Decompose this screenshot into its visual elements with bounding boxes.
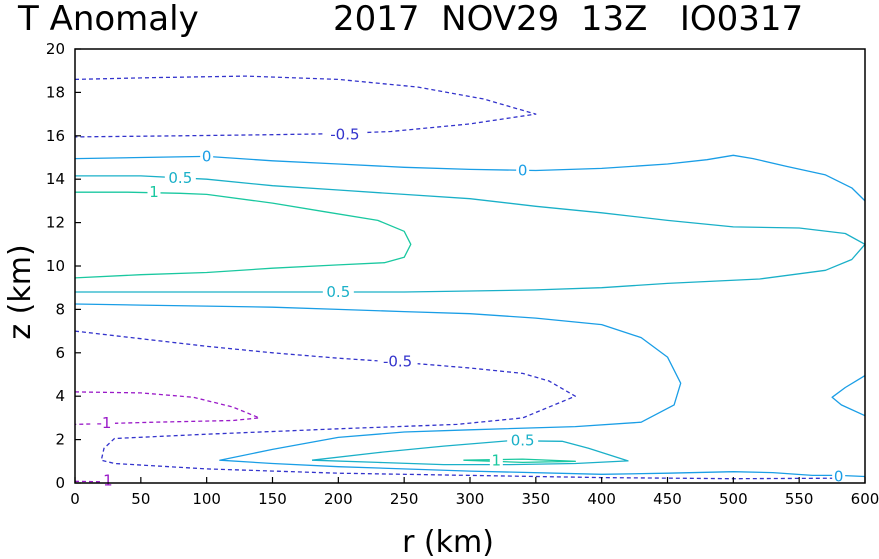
y-tick-label: 6 — [55, 344, 65, 362]
contour-label-bg — [516, 162, 530, 179]
x-tick-label: 450 — [653, 490, 682, 508]
contour-line-2 — [75, 175, 866, 293]
y-axis-ticks: 0 2 4 6 8 10 12 14 16 18 20 — [46, 40, 81, 492]
contour-label: 1 — [103, 471, 113, 489]
contour-line-9 — [74, 391, 260, 426]
x-tick-label: 300 — [456, 490, 485, 508]
contour-line-0 — [74, 75, 537, 138]
contour-label: -0.5 — [330, 126, 359, 144]
x-tick-label: 500 — [719, 490, 748, 508]
contour-label-bg — [322, 284, 354, 301]
contour-label: 0 — [518, 162, 528, 180]
contour-line-7 — [311, 440, 629, 466]
contour-label-bg — [164, 170, 196, 187]
y-axis-label: z (km) — [3, 244, 38, 339]
contour-labels: -0.5 0 0 0.5 1 0.5 -0.5 -1 0.5 1 0 1 — [92, 126, 846, 489]
y-tick-label: 2 — [55, 431, 65, 449]
contour-line-1 — [74, 154, 866, 202]
contour-label: 0.5 — [168, 169, 192, 187]
contour-label: -0.5 — [383, 352, 412, 370]
x-tick-label: 0 — [70, 490, 80, 508]
contour-line-3 — [74, 191, 412, 279]
y-tick-label: 0 — [55, 474, 65, 492]
y-tick-label: 14 — [46, 170, 65, 188]
contour-label: 1 — [149, 183, 159, 201]
y-tick-label: 8 — [55, 300, 65, 318]
x-tick-label: 200 — [324, 490, 353, 508]
y-tick-label: 16 — [46, 127, 65, 145]
x-axis-ticks: 0 50 100 150 200 250 300 350 400 450 500 550 600 — [70, 477, 879, 508]
contour-line-6 — [74, 330, 839, 480]
contour-label: -1 — [96, 414, 111, 432]
chart-title: T Anomaly — [17, 0, 199, 39]
y-tick-label: 4 — [55, 387, 65, 405]
x-tick-label: 250 — [390, 490, 419, 508]
contour-label: 0 — [202, 147, 212, 165]
contour-line-10 — [74, 480, 108, 483]
y-tick-label: 12 — [46, 214, 65, 232]
contour-label: 0.5 — [511, 432, 535, 450]
contour-label-bg — [200, 148, 214, 165]
contour-label: 1 — [492, 452, 502, 470]
y-tick-label: 20 — [46, 40, 65, 58]
x-tick-label: 600 — [851, 490, 879, 508]
x-tick-label: 550 — [785, 490, 814, 508]
contour-label: 0.5 — [326, 283, 350, 301]
contour-label-bg — [377, 353, 418, 370]
contour-label-bg — [147, 184, 161, 201]
x-tick-label: 100 — [192, 490, 221, 508]
contour-label-bg — [101, 472, 115, 489]
x-tick-label: 400 — [587, 490, 616, 508]
contour-label: 0 — [834, 467, 844, 485]
y-tick-label: 18 — [46, 83, 65, 101]
plot-frame — [74, 48, 866, 484]
contour-line-4 — [74, 303, 866, 478]
contour-label-bg — [507, 432, 539, 449]
contour-label-bg — [489, 452, 503, 469]
chart-timestamp: 2017 NOV29 13Z IO0317 — [333, 0, 803, 39]
x-tick-label: 150 — [258, 490, 287, 508]
y-tick-label: 10 — [46, 257, 65, 275]
contour-label-bg — [324, 126, 365, 143]
contour-lines — [74, 75, 866, 483]
contour-label-bg — [92, 414, 115, 431]
x-tick-label: 350 — [522, 490, 551, 508]
contour-line-8 — [463, 458, 576, 464]
x-tick-label: 50 — [131, 490, 150, 508]
x-axis-label: r (km) — [402, 525, 494, 559]
contour-label-bg — [832, 468, 846, 485]
contour-line-5 — [831, 375, 866, 417]
